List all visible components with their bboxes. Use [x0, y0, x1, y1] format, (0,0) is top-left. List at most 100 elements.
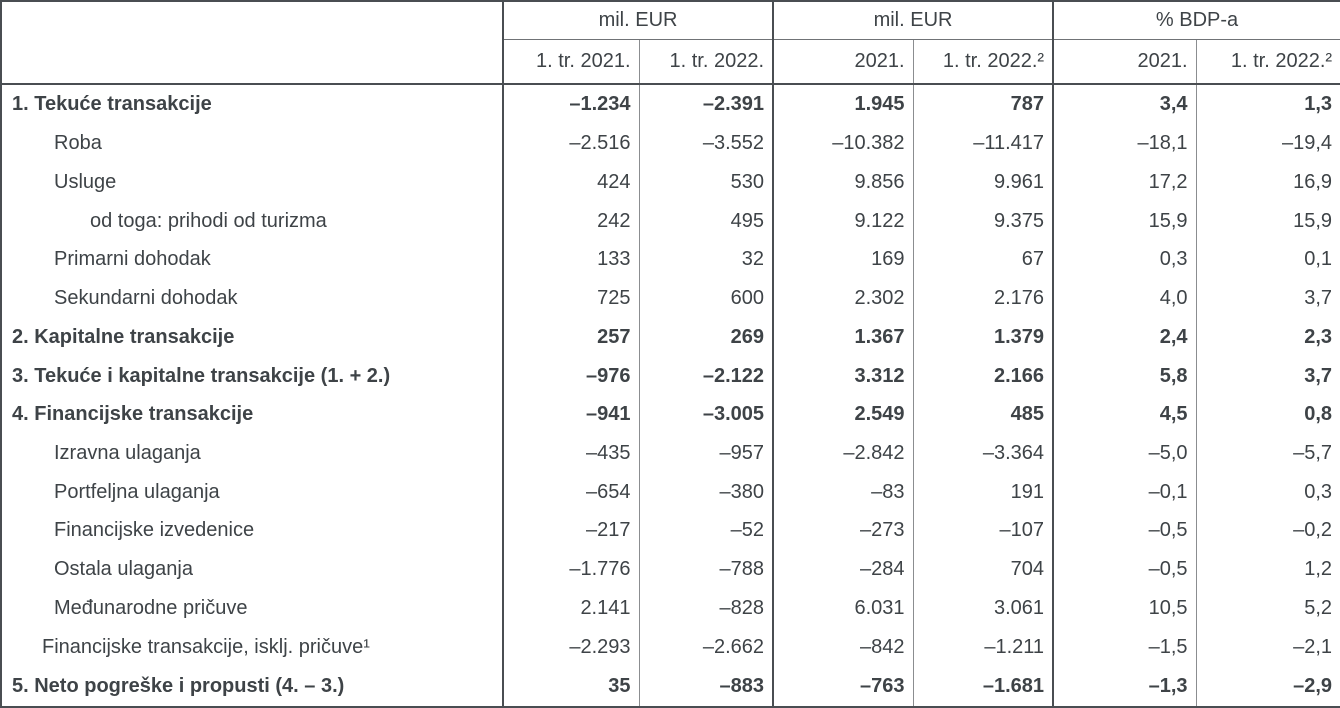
- table-row: Ostala ulaganja –1.776 –788 –284 704 –0,5 1,2: [1, 550, 1340, 590]
- value-cell: 32: [638, 240, 774, 280]
- value-cell: 2,4: [1052, 317, 1197, 357]
- value-cell: 530: [638, 163, 774, 202]
- row-label: Izravna ulaganja: [54, 442, 201, 465]
- row-label: Sekundarni dohodak: [54, 287, 238, 310]
- value-cell: 2.302: [772, 279, 914, 318]
- value-cell: –1.681: [912, 666, 1054, 707]
- value-cell: 15,9: [1052, 201, 1197, 241]
- value-cell: –1.776: [502, 550, 639, 590]
- value-cell: –2.293: [502, 627, 639, 667]
- table-row: 1. Tekuće transakcije –1.234 –2.391 1.945 78…: [1, 84, 1340, 125]
- value-cell: –18,1: [1052, 124, 1197, 164]
- value-cell: 0,3: [1195, 472, 1340, 512]
- value-cell: –957: [638, 434, 774, 473]
- value-cell: 17,2: [1052, 163, 1197, 202]
- value-cell: –941: [502, 395, 639, 435]
- value-cell: 9.375: [912, 201, 1054, 241]
- corner-cell: [1, 1, 503, 85]
- value-cell: 2.549: [772, 395, 914, 435]
- value-cell: 9.961: [912, 163, 1054, 202]
- value-cell: 2.166: [912, 356, 1054, 396]
- value-cell: –3.364: [912, 434, 1054, 473]
- value-cell: 3,7: [1195, 356, 1340, 396]
- table-row: 4. Financijske transakcije –941 –3.005 2.54…: [1, 395, 1340, 435]
- value-cell: 1,2: [1195, 550, 1340, 590]
- group-header-pct-bdp: % BDP-a: [1052, 1, 1340, 40]
- value-cell: –10.382: [772, 124, 914, 164]
- row-label: 1. Tekuće transakcije: [12, 93, 212, 116]
- value-cell: 424: [502, 163, 639, 202]
- row-label: 4. Financijske transakcije: [12, 403, 254, 426]
- value-cell: 3.061: [912, 589, 1054, 628]
- value-cell: –2.662: [638, 627, 774, 667]
- value-cell: 133: [502, 240, 639, 280]
- table-row: Izravna ulaganja –435 –957 –2.842 –3.364 –5,0…: [1, 434, 1340, 473]
- value-cell: –3.005: [638, 395, 774, 435]
- value-cell: 0,3: [1052, 240, 1197, 280]
- column-header-q1-2022-est: 1. tr. 2022.²: [912, 39, 1054, 85]
- value-cell: 1.367: [772, 317, 914, 357]
- header-period-row: 1. tr. 2021. 1. tr. 2022. 2021. 1. tr. 2…: [1, 39, 1340, 85]
- value-cell: –273: [772, 511, 914, 551]
- value-cell: –842: [772, 627, 914, 667]
- table-row: 5. Neto pogreške i propusti (4. – 3.) 35–…: [1, 666, 1340, 707]
- column-header-q1-2022-pct-est: 1. tr. 2022.²: [1195, 39, 1340, 85]
- value-cell: –828: [638, 589, 774, 628]
- value-cell: –435: [502, 434, 639, 473]
- value-cell: –107: [912, 511, 1054, 551]
- value-cell: –2,9: [1195, 666, 1340, 707]
- value-cell: 3,4: [1052, 84, 1197, 125]
- value-cell: 242: [502, 201, 639, 241]
- value-cell: 600: [638, 279, 774, 318]
- value-cell: –1,5: [1052, 627, 1197, 667]
- group-header-mil-eur-annual: mil. EUR: [772, 1, 1054, 40]
- value-cell: –0,5: [1052, 550, 1197, 590]
- value-cell: 1,3: [1195, 84, 1340, 125]
- value-cell: 269: [638, 317, 774, 357]
- table-header: mil. EUR mil. EUR % BDP-a 1. tr. 2021. 1…: [1, 1, 1340, 85]
- value-cell: 2.176: [912, 279, 1054, 318]
- row-label: Ostala ulaganja: [54, 558, 193, 581]
- value-cell: 35: [502, 666, 639, 707]
- value-cell: 725: [502, 279, 639, 318]
- value-cell: 2.141: [502, 589, 639, 628]
- table-row: Međunarodne pričuve 2.141 –828 6.031 3.061 10…: [1, 589, 1340, 628]
- value-cell: –380: [638, 472, 774, 512]
- value-cell: 5,8: [1052, 356, 1197, 396]
- value-cell: –3.552: [638, 124, 774, 164]
- row-label: Primarni dohodak: [54, 248, 211, 271]
- value-cell: –5,7: [1195, 434, 1340, 473]
- value-cell: 15,9: [1195, 201, 1340, 241]
- value-cell: –2,1: [1195, 627, 1340, 667]
- value-cell: –0,2: [1195, 511, 1340, 551]
- value-cell: –1.211: [912, 627, 1054, 667]
- value-cell: 191: [912, 472, 1054, 512]
- row-label: Portfeljna ulaganja: [54, 480, 220, 503]
- value-cell: –2.391: [638, 84, 774, 125]
- value-cell: 16,9: [1195, 163, 1340, 202]
- value-cell: –788: [638, 550, 774, 590]
- column-header-2021-pct: 2021.: [1052, 39, 1197, 85]
- value-cell: –0,5: [1052, 511, 1197, 551]
- group-header-mil-eur-quarterly: mil. EUR: [501, 1, 774, 40]
- value-cell: –654: [502, 472, 639, 512]
- value-cell: 0,1: [1195, 240, 1340, 280]
- table-row: Portfeljna ulaganja –654 –380 –83 191 –0,1 0,3: [1, 472, 1340, 512]
- row-label: Financijske izvedenice: [54, 519, 255, 542]
- row-label: Roba: [54, 132, 102, 155]
- value-cell: –83: [772, 472, 914, 512]
- value-cell: –2.842: [772, 434, 914, 473]
- value-cell: –1,3: [1052, 666, 1197, 707]
- table-row: Financijske transakcije, isklj. pričuve¹…: [1, 627, 1340, 667]
- value-cell: 67: [912, 240, 1054, 280]
- value-cell: 4,5: [1052, 395, 1197, 435]
- value-cell: –5,0: [1052, 434, 1197, 473]
- value-cell: 787: [912, 84, 1054, 125]
- value-cell: 5,2: [1195, 589, 1340, 628]
- value-cell: 485: [912, 395, 1054, 435]
- row-label: 2. Kapitalne transakcije: [12, 325, 235, 348]
- value-cell: –1.234: [502, 84, 639, 125]
- table-row: 3. Tekuće i kapitalne transakcije (1. + …: [1, 356, 1340, 396]
- value-cell: –2.122: [638, 356, 774, 396]
- row-label: Financijske transakcije, isklj. pričuve¹: [42, 635, 370, 658]
